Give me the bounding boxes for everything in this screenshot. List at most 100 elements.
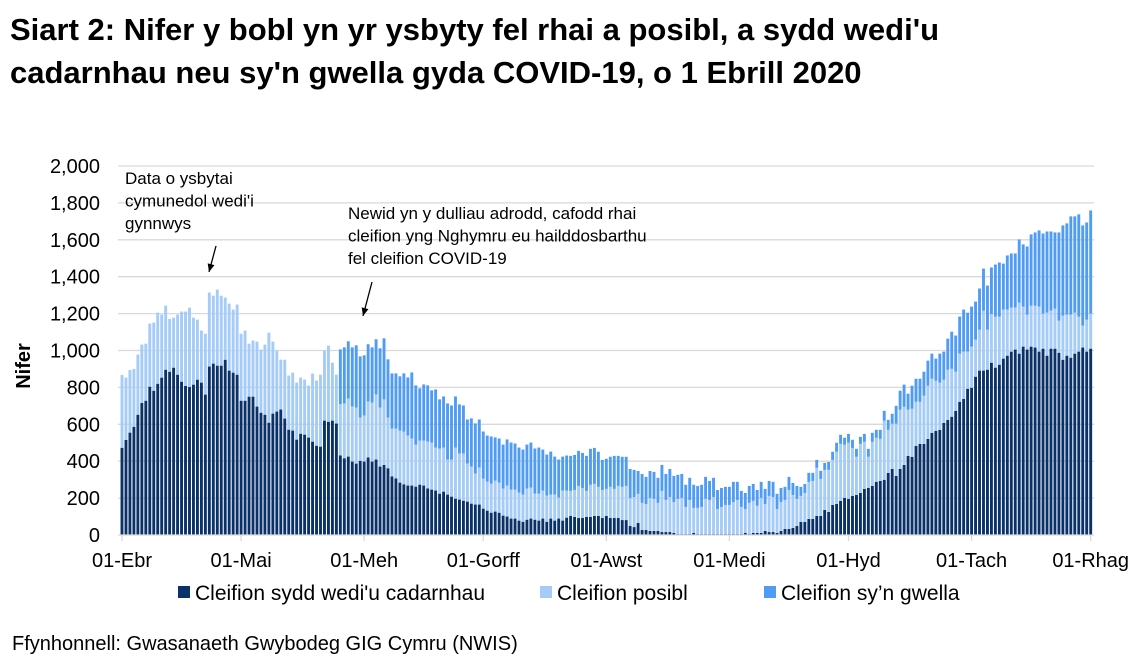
bar-confirmed: [188, 387, 191, 535]
bar-possible: [398, 430, 402, 483]
bar-confirmed: [501, 515, 505, 535]
bar-confirmed: [386, 468, 390, 535]
bar-possible: [604, 488, 608, 516]
bar-recovering: [882, 410, 886, 421]
bar-recovering: [434, 389, 438, 448]
bar-possible: [382, 399, 386, 465]
bar-recovering: [783, 486, 787, 500]
bar-recovering: [644, 476, 648, 505]
bar-confirmed: [835, 504, 839, 535]
bar-recovering: [521, 449, 525, 495]
bar-confirmed: [997, 364, 1001, 535]
bar-confirmed: [1017, 353, 1021, 535]
bar-recovering: [1017, 239, 1021, 303]
legend-label-confirmed: Cleifion sydd wedi'u cadarnhau: [195, 582, 485, 605]
bar-confirmed: [811, 518, 815, 535]
bar-possible: [283, 359, 287, 419]
bar-confirmed: [950, 416, 954, 535]
bar-confirmed: [477, 504, 481, 535]
bar-possible: [1033, 305, 1037, 348]
x-tick-label: 01-Meh: [330, 550, 398, 572]
bar-recovering: [505, 439, 509, 486]
bar-confirmed: [307, 437, 311, 535]
bar-confirmed: [874, 481, 878, 535]
bar-possible: [989, 313, 993, 363]
bar-confirmed: [299, 433, 303, 535]
bar-possible: [608, 486, 612, 519]
bar-recovering: [712, 477, 715, 497]
bar-possible: [271, 341, 275, 414]
bar-confirmed: [640, 530, 644, 535]
bar-confirmed: [612, 518, 616, 535]
bar-recovering: [997, 262, 1001, 317]
bar-possible: [906, 409, 910, 456]
bar-recovering: [1037, 230, 1041, 307]
bar-recovering: [700, 484, 704, 507]
x-tick-label: 01-Ebr: [92, 550, 152, 572]
bar-confirmed: [823, 509, 827, 535]
bar-confirmed: [600, 518, 604, 535]
bar-possible: [295, 382, 299, 440]
bar-possible: [132, 368, 136, 427]
bar-possible: [247, 343, 251, 397]
bar-recovering: [989, 267, 993, 314]
bar-recovering: [342, 347, 346, 404]
bar-possible: [406, 435, 410, 486]
bar-possible: [723, 504, 727, 535]
bar-confirmed: [930, 432, 934, 535]
bar-recovering: [370, 347, 374, 403]
bar-recovering: [1057, 232, 1061, 321]
bar-confirmed: [402, 484, 406, 535]
bar-recovering: [851, 439, 854, 448]
bar-confirmed: [926, 438, 930, 535]
bar-recovering: [835, 442, 839, 452]
bar-recovering: [731, 481, 735, 502]
bar-confirmed: [791, 527, 795, 535]
bar-possible: [203, 333, 207, 395]
bar-recovering: [803, 483, 807, 493]
bar-possible: [1077, 316, 1081, 352]
bar-confirmed: [581, 518, 584, 535]
bar-confirmed: [458, 499, 461, 535]
bar-recovering: [894, 405, 898, 424]
bar-possible: [180, 311, 183, 382]
bar-possible: [799, 495, 803, 522]
bar-confirmed: [886, 472, 890, 535]
bar-possible: [279, 359, 283, 410]
bar-possible: [235, 304, 239, 375]
bar-possible: [862, 441, 866, 489]
bar-possible: [620, 486, 624, 521]
bar-confirmed: [636, 523, 640, 535]
legend-label-possible: Cleifion posibl: [557, 582, 688, 605]
bar-confirmed: [608, 518, 612, 535]
x-tick-label: 01-Tach: [936, 550, 1007, 572]
bar-confirmed: [1029, 346, 1033, 535]
bar-recovering: [561, 456, 565, 491]
bar-possible: [997, 316, 1001, 365]
bar-possible: [1021, 306, 1025, 347]
bar-recovering: [628, 468, 632, 498]
bar-recovering: [616, 455, 620, 486]
bar-possible: [922, 395, 926, 444]
bar-possible: [616, 485, 620, 519]
bar-confirmed: [799, 521, 803, 535]
bar-confirmed: [672, 532, 676, 535]
bar-recovering: [827, 461, 831, 470]
x-tick-label: 01-Hyd: [816, 550, 880, 572]
bar-recovering: [735, 481, 739, 500]
bar-confirmed: [164, 369, 168, 535]
bar-possible: [827, 469, 831, 512]
annotation-text: cymunedol wedi'i: [125, 192, 254, 211]
bar-recovering: [926, 360, 930, 386]
bar-possible: [898, 409, 902, 469]
bar-confirmed: [795, 525, 799, 535]
bar-recovering: [525, 444, 529, 489]
bar-confirmed: [124, 439, 128, 535]
bar-confirmed: [779, 530, 783, 535]
bar-recovering: [874, 429, 878, 438]
bar-possible: [553, 494, 557, 521]
annotation-text: cleifion yng Nghymru eu hailddosbarthu: [348, 227, 647, 246]
bar-confirmed: [461, 500, 465, 535]
bar-confirmed: [1025, 349, 1029, 535]
bar-recovering: [993, 264, 997, 317]
